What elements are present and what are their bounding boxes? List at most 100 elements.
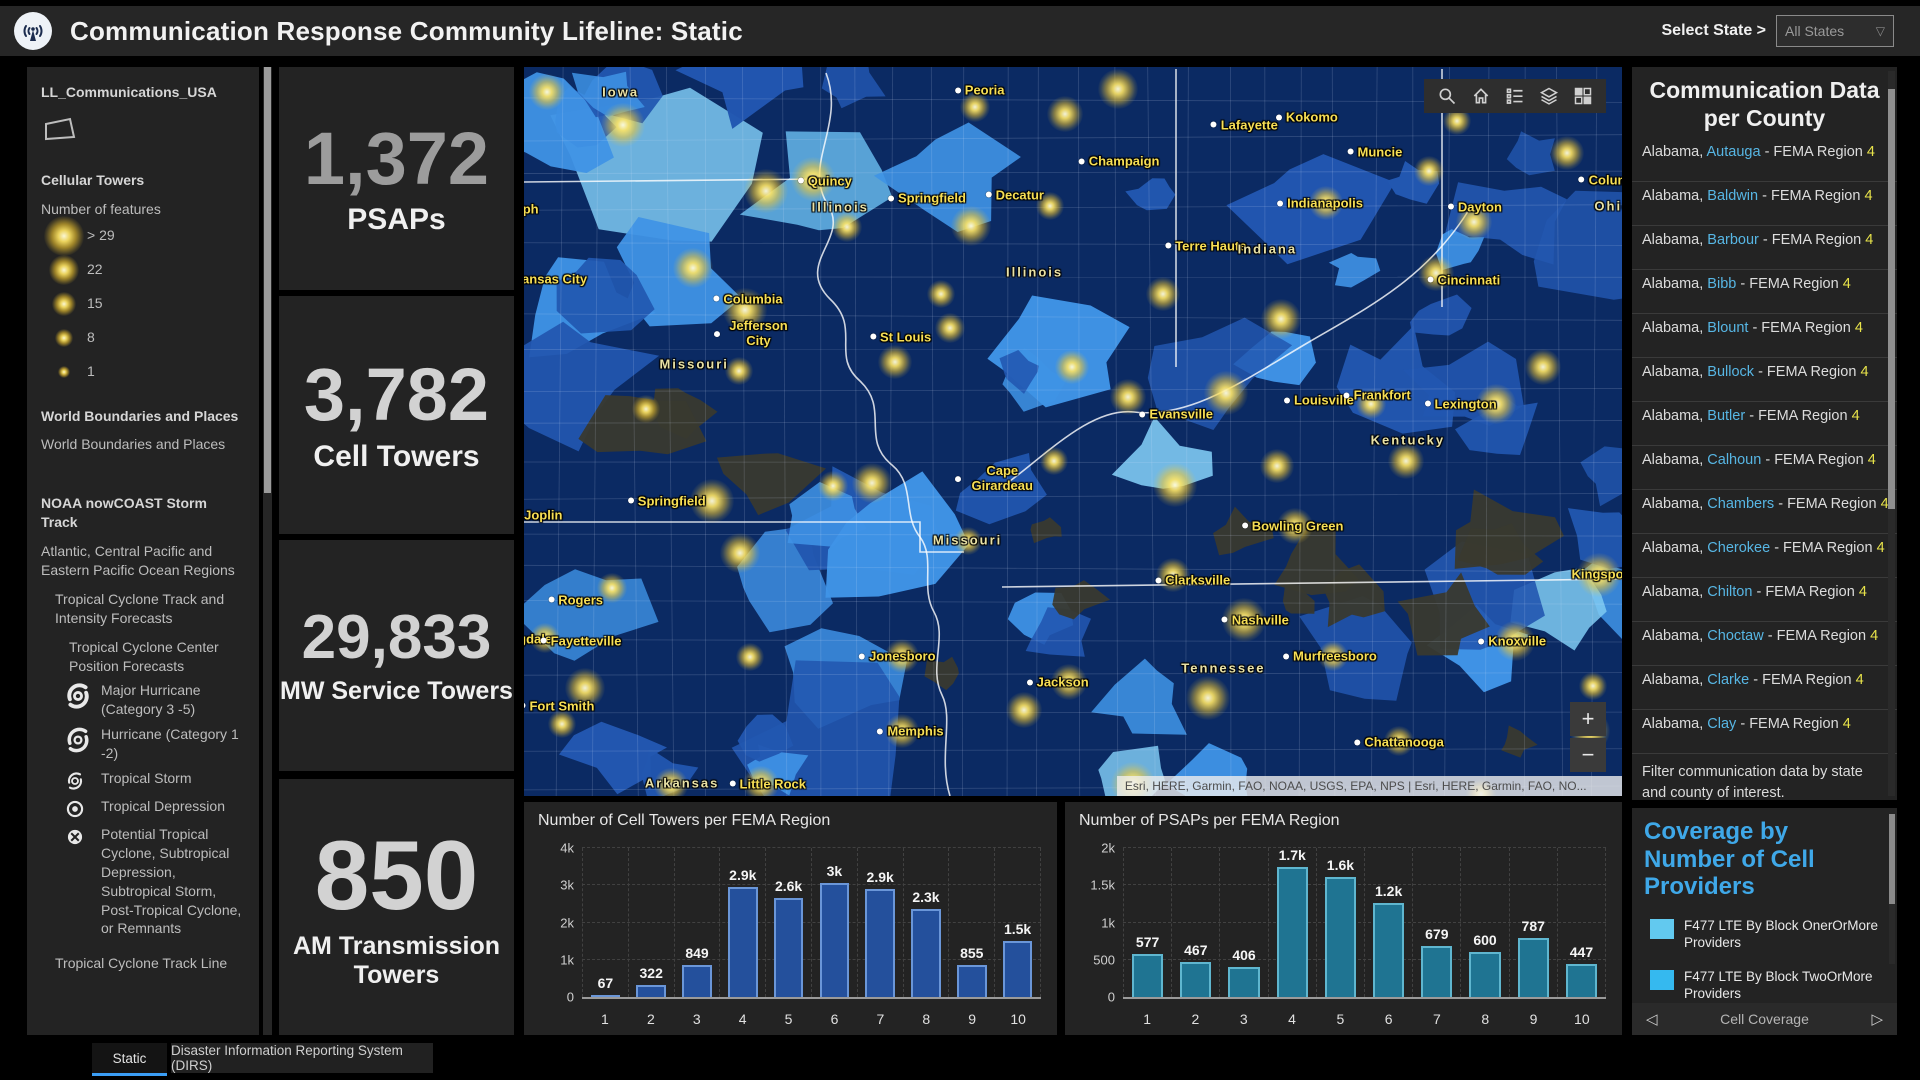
- county-list-item[interactable]: Alabama, Calhoun - FEMA Region 4: [1632, 446, 1897, 491]
- bar-region-4[interactable]: [1276, 867, 1308, 997]
- tab-static[interactable]: Static: [92, 1043, 167, 1076]
- map-city-label: Louisville: [1283, 393, 1354, 408]
- county-list-item[interactable]: Alabama, Cherokee - FEMA Region 4: [1632, 534, 1897, 579]
- bar-region-7[interactable]: [1421, 946, 1453, 997]
- basemap-grid-button[interactable]: [1566, 83, 1600, 109]
- county-list-item[interactable]: Alabama, Barbour - FEMA Region 4: [1632, 226, 1897, 271]
- potential-cyclone-icon: [65, 825, 101, 847]
- map-city-label: Dayton: [1447, 199, 1502, 214]
- coverage-scrollbar[interactable]: [1889, 814, 1895, 964]
- x-axis-tick: 2: [1191, 1011, 1200, 1027]
- city-dot-icon: [1078, 158, 1085, 165]
- fema-region-number: 4: [1851, 408, 1860, 425]
- county-list-item[interactable]: Alabama, Chambers - FEMA Region 4: [1632, 490, 1897, 535]
- bar-region-2[interactable]: [1180, 962, 1212, 997]
- map-city-label: St Louis: [869, 329, 931, 344]
- county-suffix: - FEMA Region: [1774, 540, 1873, 557]
- map-city-label: Lexington: [1424, 396, 1497, 411]
- bar-region-3[interactable]: [1228, 966, 1260, 997]
- state-dropdown[interactable]: All States ▽: [1776, 15, 1894, 47]
- map-city-label: Kokomo: [1275, 110, 1338, 125]
- legend-size-label: 1: [87, 363, 95, 380]
- county-list-panel: Communication Data per County Alabama, A…: [1632, 67, 1897, 800]
- bar-value-label: 787: [1521, 918, 1545, 935]
- bar-region-1[interactable]: [1132, 954, 1164, 997]
- county-list-item[interactable]: Alabama, Bibb - FEMA Region 4: [1632, 270, 1897, 315]
- bar-region-9[interactable]: [1517, 938, 1549, 997]
- city-dot-icon: [1283, 653, 1290, 660]
- county-list-item[interactable]: Alabama, Blount - FEMA Region 4: [1632, 314, 1897, 359]
- tower-glow-dot-icon: [52, 291, 76, 316]
- legend-size-classes: > 29 22 15 8 1: [41, 215, 245, 389]
- bar-region-4[interactable]: [728, 887, 758, 997]
- county-list-item[interactable]: Alabama, Autauga - FEMA Region 4: [1632, 138, 1897, 183]
- county-list-item[interactable]: Alabama, Chilton - FEMA Region 4: [1632, 578, 1897, 623]
- county-panel-footer: Filter communication data by state and c…: [1642, 764, 1863, 800]
- y-axis-tick: 1.5k: [1090, 877, 1115, 893]
- map-city-label: Columbia: [713, 291, 783, 306]
- map-panel[interactable]: Iowa Peoria Lafayette Kokomo Muncie Champaign…: [524, 67, 1622, 796]
- bar-region-10[interactable]: [1565, 963, 1597, 997]
- legend-panel: LL_Communications_USA Cellular Towers Nu…: [27, 67, 259, 1035]
- county-list-item[interactable]: Alabama, Clarke - FEMA Region 4: [1632, 666, 1897, 711]
- city-dot-icon: [627, 497, 634, 504]
- county-name: Clay: [1707, 716, 1737, 733]
- bar-region-3[interactable]: [682, 965, 712, 997]
- bar-region-8[interactable]: [1469, 952, 1501, 997]
- county-list-item[interactable]: Alabama, Bullock - FEMA Region 4: [1632, 358, 1897, 403]
- bar-region-7[interactable]: [865, 888, 895, 997]
- county-list-item[interactable]: Alabama, Clay - FEMA Region 4: [1632, 710, 1897, 755]
- search-button[interactable]: [1430, 83, 1464, 109]
- map-city-label: Kingsport: [1571, 566, 1622, 582]
- map-toolbar: [1424, 79, 1606, 113]
- legend-storm-title: NOAA nowCOAST Storm Track: [41, 495, 207, 531]
- x-axis-tick: 9: [968, 1011, 977, 1027]
- city-dot-icon: [985, 191, 992, 198]
- city-dot-icon: [524, 702, 526, 709]
- bar-value-label: 577: [1135, 934, 1160, 951]
- bar-region-9[interactable]: [956, 965, 987, 997]
- county-list-item[interactable]: Alabama, Butler - FEMA Region 4: [1632, 402, 1897, 447]
- tower-glow-dot-icon: [44, 215, 84, 256]
- map-city-label: Springfield: [888, 191, 966, 206]
- x-axis-tick: 4: [1288, 1011, 1296, 1027]
- city-dot-icon: [1578, 176, 1585, 183]
- county-list-scrollbar[interactable]: [1888, 71, 1895, 796]
- legend-storm-subtitle: Atlantic, Central Pacific and Eastern Pa…: [41, 543, 235, 579]
- county-list-item[interactable]: Alabama, Baldwin - FEMA Region 4: [1632, 182, 1897, 227]
- y-axis-tick: 500: [1093, 952, 1115, 968]
- x-axis-tick: 4: [738, 1011, 747, 1027]
- bar-region-10[interactable]: [1002, 941, 1033, 997]
- fema-region-number: 4: [1842, 716, 1851, 733]
- home-button[interactable]: [1464, 83, 1498, 109]
- city-dot-icon: [1343, 392, 1350, 399]
- map-city-label: Fayetteville: [540, 633, 622, 648]
- city-dot-icon: [1241, 522, 1248, 529]
- bar-region-6[interactable]: [1373, 903, 1405, 997]
- bar-region-6[interactable]: [819, 883, 850, 997]
- county-list-item[interactable]: Alabama, Choctaw - FEMA Region 4: [1632, 622, 1897, 667]
- city-dot-icon: [1427, 276, 1434, 283]
- bar-region-2[interactable]: [636, 985, 666, 997]
- bar-value-label: 849: [685, 945, 709, 962]
- bar-region-5[interactable]: [1324, 877, 1356, 997]
- tab-disaster[interactable]: Disaster Information Reporting System (D…: [171, 1043, 433, 1073]
- bar-value-label: 467: [1184, 942, 1208, 959]
- legend-scrollbar[interactable]: [263, 67, 272, 1035]
- county-name: Blount: [1707, 320, 1749, 337]
- layers-button[interactable]: [1532, 83, 1566, 109]
- pager-next-button[interactable]: ▷: [1871, 1011, 1883, 1028]
- county-suffix: - FEMA Region: [1740, 276, 1839, 293]
- map-state-label: Tennessee: [1181, 660, 1266, 676]
- major-hurricane-icon: [65, 681, 101, 709]
- county-suffix: - FEMA Region: [1778, 496, 1877, 513]
- bar-region-1[interactable]: [590, 994, 621, 997]
- legend-list-button[interactable]: [1498, 83, 1532, 109]
- map-city-label: Jackson: [1026, 675, 1089, 690]
- zoom-out-button[interactable]: −: [1570, 738, 1606, 772]
- fema-region-number: 4: [1858, 584, 1867, 601]
- bar-region-5[interactable]: [773, 898, 804, 997]
- pager-previous-button[interactable]: ◁: [1646, 1011, 1658, 1028]
- bar-region-8[interactable]: [911, 909, 941, 997]
- zoom-in-button[interactable]: +: [1570, 702, 1606, 736]
